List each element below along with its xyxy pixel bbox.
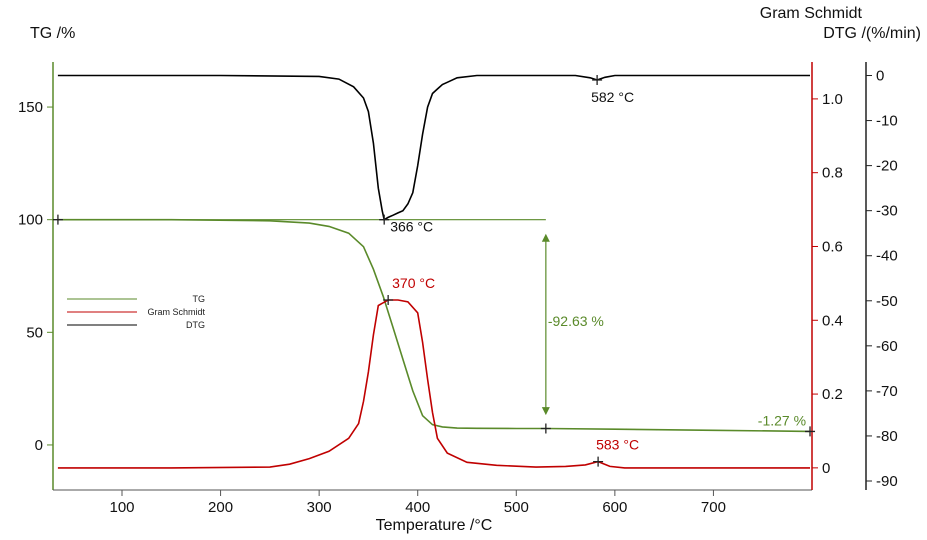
gs-tick-label: 0.2 [822,386,843,403]
dtg-tick-label: -20 [876,158,898,175]
tg-axis-ticks: 0 50 100 150 [18,99,53,454]
arrow-head-bottom-icon [541,407,550,416]
dtg-axis-ticks: 0 -10 -20 -30 -40 -50 -60 -70 -80 -90 [866,68,898,490]
x-tick-label: 400 [405,499,430,516]
annotation-dtg-peak-1: 366 °C [390,219,433,235]
legend-label-dtg: DTG [186,320,205,330]
x-axis-ticks: 100 200 300 400 500 600 700 [109,490,726,516]
gs-axis-title: Gram Schmidt [760,5,863,22]
x-tick-label: 200 [208,499,233,516]
peak-markers [52,75,816,467]
x-tick-label: 700 [701,499,726,516]
dtg-axis-title: DTG /(%/min) [823,25,921,42]
gs-peak-1-marker [383,294,394,305]
series-dtg-line [57,74,810,221]
annotation-gs-peak-2: 583 °C [596,437,639,453]
series-tg-line [57,218,811,433]
gs-tick-label: 0.4 [822,312,843,329]
dtg-tick-label: 0 [876,68,884,85]
tg-tick-label: 0 [35,437,43,454]
x-axis-title: Temperature /°C [376,517,493,534]
gs-tick-label: 0 [822,460,830,477]
tg-step-marker [540,423,551,434]
dtg-tick-label: -80 [876,428,898,445]
gs-peak-2-marker [593,456,604,467]
annotation-dtg-peak-2: 582 °C [591,89,634,105]
tg-end-marker [805,426,816,437]
arrow-head-top-icon [541,233,550,242]
series-gram-schmidt-line [57,299,810,469]
dtg-peak-2-marker [592,75,603,86]
legend-label-tg: TG [193,294,206,304]
gs-axis-ticks: 0 0.2 0.4 0.6 0.8 1.0 [812,91,843,477]
annotation-mass-loss-1: -92.63 % [548,313,604,329]
tg-start-marker [52,214,63,225]
gs-tick-label: 1.0 [822,91,843,108]
legend-label-gram-schmidt: Gram Schmidt [147,307,205,317]
dtg-tick-label: -30 [876,203,898,220]
dtg-peak-1-marker [379,214,390,225]
dtg-tick-label: -60 [876,338,898,355]
tg-axis-title: TG /% [30,25,75,42]
annotation-gs-peak-1: 370 °C [392,275,435,291]
x-tick-label: 100 [109,499,134,516]
dtg-tick-label: -70 [876,383,898,400]
tg-tick-label: 50 [26,324,43,341]
dtg-tick-label: -40 [876,248,898,265]
annotation-mass-loss-2: -1.27 % [758,412,806,428]
dtg-tick-label: -10 [876,113,898,130]
x-tick-label: 600 [602,499,627,516]
x-tick-label: 300 [307,499,332,516]
x-tick-label: 500 [504,499,529,516]
dtg-tick-label: -50 [876,293,898,310]
gs-tick-label: 0.8 [822,165,843,182]
tg-tick-label: 150 [18,99,43,116]
gs-tick-label: 0.6 [822,238,843,255]
dtg-tick-label: -90 [876,473,898,490]
tg-tick-label: 100 [18,212,43,229]
legend: TG Gram Schmidt DTG [67,294,205,330]
